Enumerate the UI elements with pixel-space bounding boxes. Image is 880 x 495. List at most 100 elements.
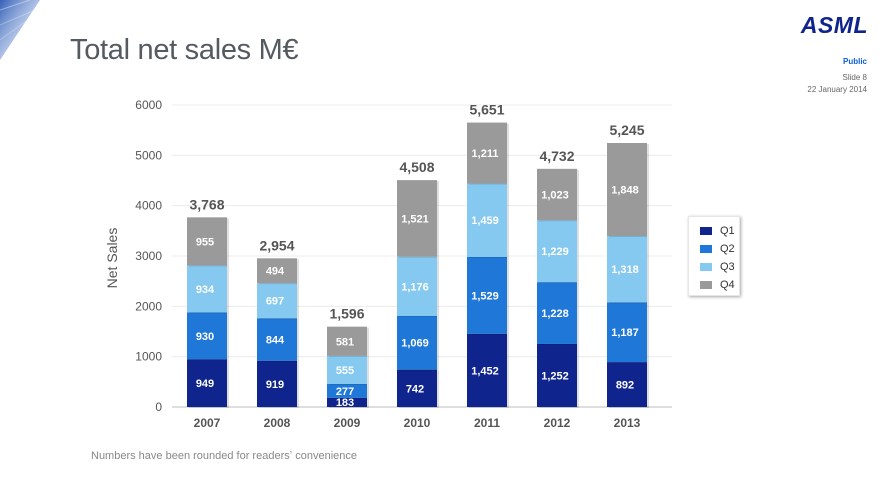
data-label: 581 (336, 336, 354, 348)
data-label: 1,228 (541, 308, 569, 320)
data-label: 555 (336, 365, 354, 377)
y-axis-label: Net Sales (104, 228, 120, 289)
x-tick-label: 2011 (474, 416, 500, 430)
bar-segment-q2 (187, 312, 227, 360)
bar-segment-q1 (327, 397, 367, 407)
x-tick-label: 2007 (194, 416, 221, 430)
data-label: 930 (196, 331, 214, 343)
x-tick-label: 2008 (264, 416, 291, 430)
bar-segment-q1 (397, 369, 437, 407)
y-tick-label: 6000 (135, 98, 162, 112)
data-label: 742 (406, 383, 424, 395)
legend-swatch-q4 (700, 281, 712, 289)
bar-segment-q4 (607, 143, 647, 237)
y-tick-label: 3000 (135, 249, 162, 263)
chart-legend: Q1 Q2 Q3 Q4 (688, 216, 740, 296)
bar-segment-q3 (607, 236, 647, 303)
legend-item-q4: Q4 (700, 278, 735, 292)
bar-segment-q1 (187, 359, 227, 407)
bar-segment-q4 (537, 168, 577, 221)
bar-segment-q1 (607, 362, 647, 407)
bar-segment-q3 (327, 355, 367, 384)
y-tick-label: 0 (155, 400, 162, 414)
classification-label: Public (842, 57, 867, 66)
total-label: 3,768 (189, 196, 224, 212)
total-label: 4,508 (399, 159, 434, 175)
y-tick-label: 4000 (135, 199, 162, 213)
legend-item-q1: Q1 (700, 224, 735, 238)
data-label: 955 (196, 236, 214, 248)
slide-date: 22 January 2014 (807, 85, 867, 94)
data-label: 1,529 (471, 290, 499, 302)
bar-segment-q1 (467, 333, 507, 407)
data-label: 892 (616, 380, 634, 392)
x-tick-label: 2012 (544, 416, 571, 430)
total-label: 5,245 (609, 122, 644, 138)
data-label: 1,252 (541, 370, 569, 382)
data-label: 1,459 (471, 215, 499, 227)
y-tick-label: 2000 (135, 299, 162, 313)
bar-segment-q4 (257, 258, 297, 284)
data-label: 1,521 (401, 213, 429, 225)
data-label: 277 (336, 386, 354, 398)
data-label: 1,318 (611, 264, 639, 276)
legend-label-q2: Q2 (720, 243, 735, 255)
data-label: 1,848 (611, 185, 639, 197)
bar-segment-q4 (397, 180, 437, 257)
corner-decoration (0, 0, 40, 60)
legend-item-q2: Q2 (700, 242, 735, 256)
data-label: 1,211 (472, 148, 499, 160)
bar-segment-q2 (257, 318, 297, 361)
y-tick-label: 1000 (135, 350, 162, 364)
legend-item-q3: Q3 (700, 260, 735, 274)
bar-segment-q2 (607, 302, 647, 363)
data-label: 1,069 (401, 338, 429, 350)
bar-segment-q3 (257, 283, 297, 319)
data-label: 1,023 (541, 190, 569, 202)
bar-segment-q4 (467, 122, 507, 184)
legend-label-q1: Q1 (720, 225, 735, 237)
bar-segment-q3 (467, 183, 507, 257)
legend-label-q4: Q4 (720, 279, 735, 291)
data-label: 934 (196, 284, 215, 296)
bar-segment-q4 (327, 326, 367, 356)
data-label: 697 (266, 296, 284, 308)
total-label: 5,651 (469, 102, 504, 118)
bar-segment-q2 (537, 282, 577, 344)
data-label: 183 (336, 397, 354, 409)
bar-segment-q1 (257, 360, 297, 407)
data-label: 1,187 (611, 327, 639, 339)
legend-swatch-q1 (700, 227, 712, 235)
x-tick-label: 2010 (404, 416, 431, 430)
legend-label-q3: Q3 (720, 261, 735, 273)
slide-number: Slide 8 (842, 73, 867, 82)
bar-segment-q2 (397, 315, 437, 370)
legend-swatch-q3 (700, 263, 712, 271)
footnote: Numbers have been rounded for readersʼ c… (91, 450, 357, 462)
bar-segment-q3 (537, 220, 577, 283)
page-title: Total net sales M€ (70, 34, 299, 66)
bar-segment-q3 (187, 265, 227, 313)
data-label: 949 (196, 378, 214, 390)
total-label: 2,954 (259, 237, 294, 253)
data-label: 844 (266, 335, 285, 347)
data-label: 1,229 (541, 246, 569, 258)
data-label: 1,176 (401, 281, 429, 293)
bar-segment-q2 (467, 256, 507, 334)
bar-segment-q2 (327, 383, 367, 398)
data-label: 919 (266, 379, 284, 391)
slide-meta: Public Slide 8 22 January 2014 (807, 56, 867, 96)
bar-segment-q1 (537, 343, 577, 407)
bar-segment-q4 (187, 217, 227, 266)
total-label: 4,732 (539, 148, 574, 164)
x-tick-label: 2009 (334, 416, 361, 430)
bar-segment-q3 (397, 256, 437, 316)
x-tick-label: 2013 (614, 416, 641, 430)
total-label: 1,596 (329, 306, 364, 322)
legend-swatch-q2 (700, 245, 712, 253)
asml-logo: ASML (800, 12, 868, 38)
data-label: 1,452 (471, 365, 499, 377)
data-label: 494 (266, 266, 285, 278)
y-tick-label: 5000 (135, 148, 162, 162)
